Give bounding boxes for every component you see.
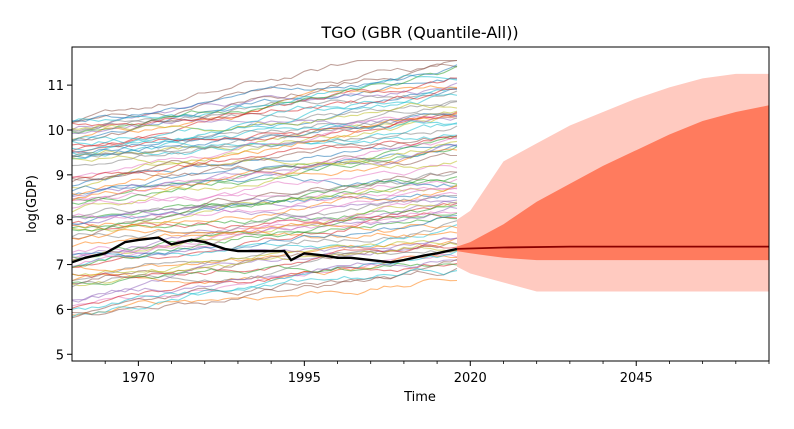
plot-frame (71, 46, 770, 362)
background-country-line (71, 171, 458, 218)
background-country-line (71, 250, 458, 318)
background-country-line (71, 65, 458, 134)
background-country-line (71, 258, 458, 314)
y-tick-label: 7 (56, 259, 64, 274)
median-forecast-line (456, 245, 769, 250)
background-country-line (71, 140, 458, 213)
background-country-line (72, 146, 458, 202)
y-tick-label: 8 (56, 214, 64, 229)
y-tick-label: 9 (56, 169, 64, 184)
background-country-line (71, 113, 458, 147)
background-country-line (71, 245, 458, 277)
y-tick-label: 5 (56, 348, 64, 363)
background-country-line (71, 278, 458, 316)
background-country-line (71, 194, 458, 239)
background-country-line (71, 115, 458, 179)
background-country-line (71, 102, 458, 132)
background-country-line (71, 112, 458, 158)
background-country-line (71, 138, 458, 209)
background-country-line (71, 74, 458, 123)
background-country-line (71, 120, 458, 144)
background-country-line (71, 204, 458, 229)
chart-title: TGO (GBR (Quantile-All)) (320, 23, 518, 42)
background-country-line (71, 171, 458, 240)
background-country-line (71, 59, 457, 123)
background-country-line (71, 164, 458, 202)
background-country-line (71, 229, 458, 248)
background-country-line (71, 87, 458, 152)
background-country-line (71, 136, 458, 205)
background-country-line (71, 220, 458, 282)
background-country-line (71, 187, 458, 268)
background-country-line (71, 135, 458, 183)
background-country-line (71, 116, 458, 189)
forecast-band-inner (457, 105, 769, 261)
background-country-line (71, 64, 458, 123)
background-country-line (71, 214, 458, 258)
background-country-line (71, 249, 458, 288)
y-axis-label: log(GDP) (25, 175, 40, 233)
background-country-line (71, 267, 458, 310)
background-country-line (71, 262, 458, 309)
background-country-line (71, 222, 458, 241)
historical-gdp-line (71, 236, 458, 264)
background-country-line (71, 117, 458, 134)
y-tick-label: 6 (56, 303, 64, 318)
plot-area (71, 59, 769, 319)
background-country-line (71, 259, 458, 303)
y-tick-label: 11 (47, 79, 64, 94)
background-country-line (71, 191, 458, 259)
background-country-line (71, 87, 458, 127)
background-country-line (71, 186, 458, 219)
background-country-line (71, 212, 458, 259)
background-country-line (71, 155, 458, 170)
x-tick-label: 2045 (620, 371, 653, 386)
x-tick-label: 1995 (288, 371, 321, 386)
background-country-line (71, 135, 458, 178)
x-tick-label: 1970 (122, 371, 155, 386)
background-country-line (71, 184, 458, 232)
background-country-line (71, 93, 458, 146)
background-country-line (71, 185, 458, 229)
y-tick-label: 10 (47, 124, 64, 139)
background-country-line (71, 112, 458, 196)
axis-ticks: 1970 1995 2020 2045 5 6 7 8 9 10 11 (47, 79, 770, 386)
background-country-line (71, 176, 458, 232)
background-country-line (71, 178, 458, 205)
x-tick-label: 2020 (454, 371, 487, 386)
x-axis-label: Time (403, 390, 436, 405)
background-country-line (71, 237, 458, 257)
background-country-line (71, 237, 458, 301)
